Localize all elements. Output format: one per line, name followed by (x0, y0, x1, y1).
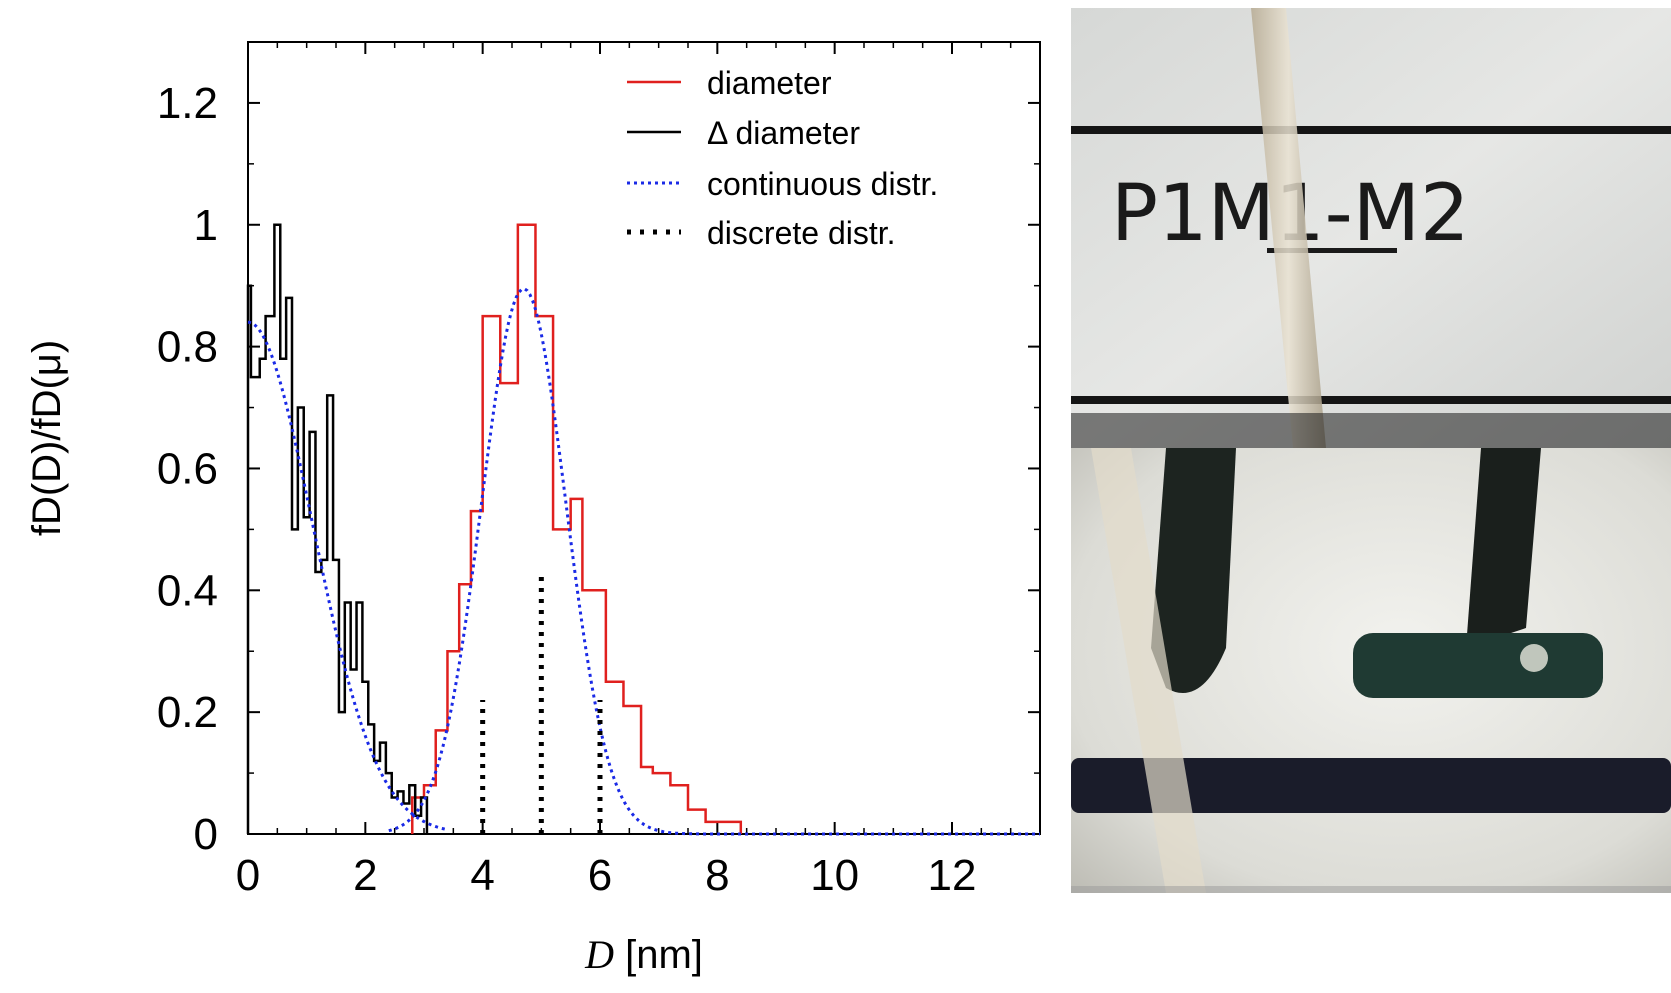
legend-label-diameter: diameter (707, 65, 832, 101)
plot-frame (247, 41, 1041, 835)
series-layer (246, 223, 1040, 836)
legend-label-delta-diameter: Δ diameter (707, 115, 860, 151)
x-tick-label: 0 (236, 851, 260, 900)
diameter-distribution-chart: 0 2 4 6 8 10 12 0 0.2 0.4 0.6 0.8 1 1.2 diameter Δ d… (25, 41, 1041, 977)
sample-photo-panel: P1M1-M2 (1071, 8, 1671, 893)
x-tick-label: 10 (810, 851, 859, 900)
x-tick-label: 8 (705, 851, 729, 900)
x-tick-label: 6 (588, 851, 612, 900)
y-tick-label: 0.6 (157, 444, 218, 493)
y-tick-label: 0.4 (157, 566, 218, 615)
series-diameter-line (411, 223, 743, 834)
legend: diameter Δ diameter continuous distr. di… (627, 65, 938, 251)
photo-bottom (1071, 448, 1671, 893)
x-tick-label: 2 (353, 851, 377, 900)
series-delta-diameter-line (246, 223, 429, 834)
series-continuous-distr-curve-0 (388, 287, 1040, 836)
y-tick-label: 0.2 (157, 688, 218, 737)
y-tick-label: 1 (194, 201, 218, 250)
series-continuous-distr-curve-1 (247, 320, 448, 832)
y-tick-labels: 0 0.2 0.4 0.6 0.8 1 1.2 (157, 79, 218, 859)
photo-top: P1M1-M2 (1071, 8, 1671, 448)
x-tick-label: 4 (470, 851, 494, 900)
x-tick-labels: 0 2 4 6 8 10 12 (236, 851, 977, 900)
x-axis-title: D [nm] (584, 932, 703, 977)
x-tick-label: 12 (928, 851, 977, 900)
y-tick-label: 0.8 (157, 323, 218, 372)
y-axis-title: fD(D)/fD(μ) (25, 340, 69, 536)
legend-label-continuous: continuous distr. (707, 166, 938, 202)
y-tick-label: 1.2 (157, 79, 218, 128)
axis-ticks (247, 41, 1040, 835)
legend-label-discrete: discrete distr. (707, 215, 896, 251)
y-tick-label: 0 (194, 810, 218, 859)
